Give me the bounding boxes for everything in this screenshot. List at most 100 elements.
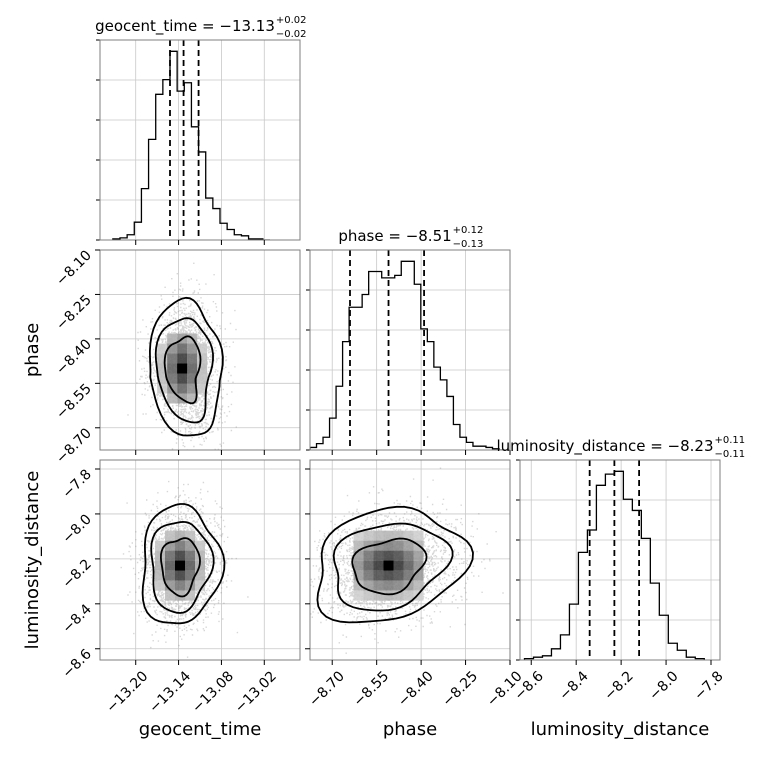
- density-cell: [155, 550, 165, 561]
- density-cell: [187, 353, 198, 364]
- contour-1: [332, 522, 454, 612]
- density-cell: [373, 580, 384, 591]
- density-cell: [197, 343, 208, 354]
- x-tick-label-phase: −8.55: [351, 668, 393, 710]
- density-cell: [403, 550, 414, 561]
- density-cell: [393, 530, 404, 541]
- density-cell: [157, 343, 168, 354]
- density-cell: [185, 530, 195, 541]
- panel-0-0: [96, 39, 300, 241]
- density-cell: [403, 570, 414, 581]
- density-cell: [393, 590, 404, 601]
- x-tick-label-luminosity_distance: −7.8: [691, 668, 726, 703]
- density-cell: [403, 530, 414, 541]
- density-cell: [383, 580, 394, 591]
- x-tick-label-geocent_time: −13.02: [232, 668, 280, 716]
- contour-0: [159, 537, 201, 598]
- density-cell: [185, 540, 195, 551]
- density-cell: [195, 570, 205, 581]
- density-cell: [363, 530, 374, 541]
- title-phase: phase = −8.51 +0.12 −0.13: [338, 225, 483, 250]
- title-sub: −0.11: [715, 449, 746, 460]
- density-cell: [353, 540, 364, 551]
- density-cell: [165, 580, 175, 591]
- contour-0: [163, 335, 202, 405]
- density-cell: [413, 560, 424, 571]
- density-peak: [177, 363, 188, 374]
- panel-border: [99, 249, 301, 451]
- density-cell: [187, 343, 198, 354]
- density-cell: [157, 373, 168, 384]
- x-tick-label-geocent_time: −13.20: [103, 668, 151, 716]
- x-tick-label-luminosity_distance: −8.0: [646, 668, 681, 703]
- density-cell: [373, 550, 384, 561]
- panel-border: [519, 459, 721, 661]
- contour-2: [141, 503, 226, 625]
- density-cell: [373, 590, 384, 601]
- x-tick-label-luminosity_distance: −8.2: [601, 668, 636, 703]
- density-cell: [167, 363, 178, 374]
- density-cell: [393, 580, 404, 591]
- density-cell: [353, 530, 364, 541]
- density-cell: [187, 363, 198, 374]
- density-cell: [383, 570, 394, 581]
- density-cell: [197, 363, 208, 374]
- contour-1: [154, 317, 214, 424]
- contour-0: [351, 537, 428, 596]
- x-axis-label-phase: phase: [383, 719, 437, 740]
- panel-2-1: [310, 460, 511, 660]
- histogram-phase: [310, 260, 506, 450]
- density-cell: [413, 530, 424, 541]
- density-cell: [187, 383, 198, 394]
- y-tick-label-phase: −8.55: [53, 381, 95, 423]
- density-cell: [353, 580, 364, 591]
- density-cell: [155, 540, 165, 551]
- density-peak: [175, 560, 185, 571]
- density-cell: [413, 570, 424, 581]
- density-cell: [393, 570, 404, 581]
- title-sup: +0.11: [715, 435, 746, 446]
- y-tick-label-phase: −8.25: [53, 292, 95, 334]
- contour-2: [316, 505, 474, 624]
- y-tick-label-luminosity_distance: −8.4: [59, 601, 94, 636]
- title-luminosity_distance: luminosity_distance = −8.23 +0.11 −0.11: [496, 435, 745, 460]
- density-cell: [175, 550, 185, 561]
- density-cell: [197, 383, 208, 394]
- density-cell: [187, 373, 198, 384]
- panel-border: [99, 459, 301, 661]
- density-cell: [197, 373, 208, 384]
- density-cell: [363, 590, 374, 601]
- density-cell: [353, 570, 364, 581]
- x-axis-label-geocent_time: geocent_time: [139, 719, 262, 740]
- x-tick-label-phase: −8.70: [306, 668, 348, 710]
- y-tick-label-luminosity_distance: −7.8: [59, 467, 94, 502]
- x-tick-label-geocent_time: −13.14: [146, 668, 194, 716]
- density-cell: [353, 560, 364, 571]
- density-cell: [363, 580, 374, 591]
- x-tick-label-phase: −8.40: [395, 668, 437, 710]
- density-cell: [167, 333, 178, 344]
- x-tick-label-luminosity_distance: −8.4: [556, 668, 591, 703]
- density-cell: [383, 530, 394, 541]
- density-phase_vs_geocent_time: [127, 262, 237, 450]
- density-cell: [197, 353, 208, 364]
- density-cell: [403, 560, 414, 571]
- histogram-geocent_time: [112, 50, 270, 240]
- density-cell: [353, 590, 364, 601]
- panel-1-1: [306, 249, 511, 451]
- title-geocent_time: geocent_time = −13.13 +0.02 −0.02: [95, 15, 306, 40]
- density-cell: [393, 560, 404, 571]
- density-cell: [413, 590, 424, 601]
- density-cell: [373, 560, 384, 571]
- density-cell: [373, 540, 384, 551]
- y-tick-label-luminosity_distance: −8.2: [59, 556, 94, 591]
- density-cell: [175, 530, 185, 541]
- density-cell: [165, 590, 175, 601]
- y-axis-label-luminosity_distance: luminosity_distance: [22, 471, 43, 650]
- density-cell: [175, 540, 185, 551]
- density-cell: [155, 570, 165, 581]
- density-cell: [373, 570, 384, 581]
- density-cell: [157, 353, 168, 364]
- density-luminosity_distance_vs_phase: [310, 467, 504, 654]
